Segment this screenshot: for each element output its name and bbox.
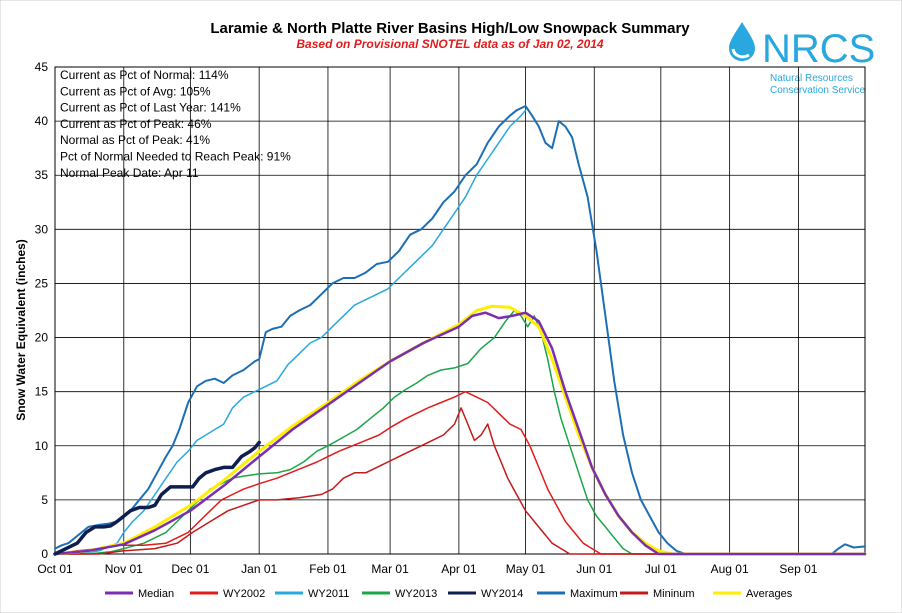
legend-label-wy2002: WY2002 xyxy=(223,588,265,600)
chart-title: Laramie & North Platte River Basins High… xyxy=(210,20,690,37)
y-tick-label: 5 xyxy=(41,493,48,507)
stats-block: Current as Pct of Normal: 114% Current as… xyxy=(60,68,291,180)
logo-line2: Conservation Service xyxy=(770,85,865,96)
series-line-maximum xyxy=(54,105,866,555)
y-tick-label: 0 xyxy=(41,547,48,561)
logo-line1: Natural Resources xyxy=(770,73,853,84)
legend-label-mininum: Mininum xyxy=(653,588,695,600)
legend-label-wy2013: WY2013 xyxy=(395,588,437,600)
x-tick-label: Jan 01 xyxy=(241,562,277,576)
legend-label-wy2014: WY2014 xyxy=(481,588,523,600)
y-tick-label: 35 xyxy=(35,168,49,182)
stat-line: Current as Pct of Normal: 114% xyxy=(60,68,229,82)
x-tick-label: Mar 01 xyxy=(371,562,409,576)
series-line-mininum xyxy=(54,407,866,555)
series-line-wy2011 xyxy=(54,109,527,555)
x-tick-label: Jul 01 xyxy=(645,562,677,576)
y-tick-label: 25 xyxy=(35,276,49,290)
stat-line: Current as Pct of Avg: 105% xyxy=(60,84,211,98)
x-tick-label: Jun 01 xyxy=(576,562,612,576)
x-tick-label: Feb 01 xyxy=(309,562,347,576)
x-tick-label: May 01 xyxy=(506,562,546,576)
x-tick-label: Oct 01 xyxy=(37,562,73,576)
y-tick-label: 45 xyxy=(35,60,49,74)
logo-text: NRCS xyxy=(762,27,875,71)
stat-line: Pct of Normal Needed to Reach Peak: 91% xyxy=(60,150,291,164)
x-tick-label: Dec 01 xyxy=(171,562,209,576)
legend-label-median: Median xyxy=(138,588,174,600)
stat-line: Normal Peak Date: Apr 11 xyxy=(60,166,199,180)
y-tick-label: 40 xyxy=(35,114,49,128)
y-tick-labels: 0 5 10 15 20 25 30 35 40 45 xyxy=(35,60,49,561)
legend-label-maximum: Maximum xyxy=(570,588,618,600)
x-tick-label: Aug 01 xyxy=(711,562,749,576)
plot-area: 0 5 10 15 20 25 30 35 40 45 Oct 01 Nov 01 Dec 01 Jan… xyxy=(35,60,867,576)
y-tick-label: 10 xyxy=(35,439,49,453)
stat-line: Current as Pct of Last Year: 141% xyxy=(60,101,241,115)
stat-line: Current as Pct of Peak: 46% xyxy=(60,117,212,131)
x-tick-label: Nov 01 xyxy=(105,562,143,576)
series-line-median xyxy=(53,311,867,556)
y-tick-label: 20 xyxy=(35,331,49,345)
y-tick-label: 30 xyxy=(35,222,49,236)
series-lines xyxy=(53,105,867,556)
x-tick-labels: Oct 01 Nov 01 Dec 01 Jan 01 Feb 01 Mar 01 Apr … xyxy=(37,562,817,576)
legend: Median WY2002 WY2011 WY2013 WY2014 Maximum Min… xyxy=(105,588,793,600)
legend-label-averages: Averages xyxy=(746,588,793,600)
grid-lines xyxy=(55,67,865,554)
series-line-wy2002 xyxy=(54,390,866,555)
legend-label-wy2011: WY2011 xyxy=(308,588,349,600)
y-axis-label: Snow Water Equivalent (inches) xyxy=(14,239,28,421)
chart-subtitle: Based on Provisional SNOTEL data as of J… xyxy=(296,37,604,51)
water-drop-icon xyxy=(729,22,755,61)
nrcs-logo: NRCS Natural Resources Conservation Serv… xyxy=(729,22,875,96)
stat-line: Normal as Pct of Peak: 41% xyxy=(60,133,210,147)
plot-frame xyxy=(54,66,866,555)
x-tick-label: Sep 01 xyxy=(779,562,817,576)
series-line-wy2014 xyxy=(53,440,261,556)
x-tick-label: Apr 01 xyxy=(441,562,477,576)
y-tick-label: 15 xyxy=(35,385,49,399)
